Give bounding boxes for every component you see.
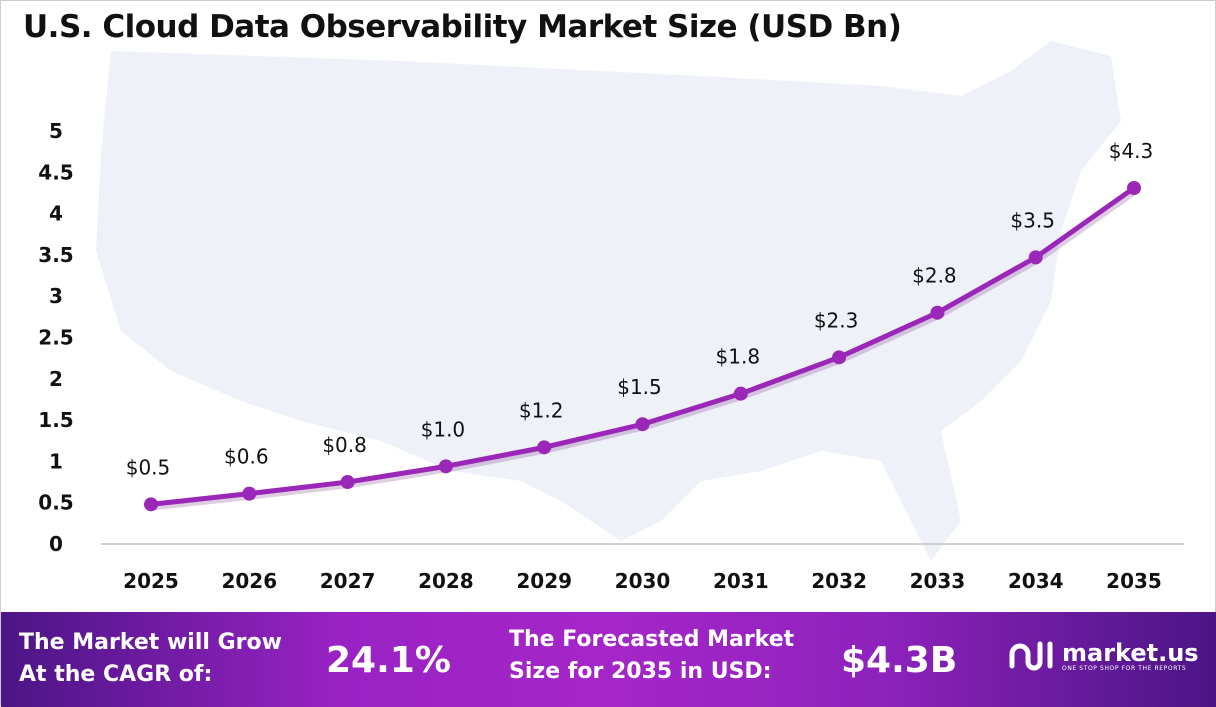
y-tick-label: 1 bbox=[49, 449, 63, 473]
x-tick-label: 2033 bbox=[910, 569, 966, 593]
y-tick-label: 2 bbox=[49, 367, 63, 391]
data-label: $0.8 bbox=[322, 433, 367, 457]
x-tick-label: 2030 bbox=[615, 569, 671, 593]
y-tick-label: 2.5 bbox=[38, 326, 73, 350]
data-point bbox=[1028, 250, 1043, 265]
y-tick-label: 5 bbox=[49, 119, 63, 143]
x-tick-label: 2026 bbox=[221, 569, 277, 593]
footer-banner: The Market will Grow At the CAGR of: 24.… bbox=[1, 612, 1216, 707]
data-point bbox=[733, 386, 748, 401]
y-tick-label: 4 bbox=[49, 202, 63, 226]
data-label: $1.2 bbox=[519, 398, 564, 422]
y-tick-label: 3 bbox=[49, 284, 63, 308]
x-tick-label: 2027 bbox=[320, 569, 376, 593]
data-point bbox=[832, 350, 847, 365]
data-point bbox=[242, 486, 257, 501]
cagr-value: 24.1% bbox=[326, 640, 451, 681]
y-tick-label: 0 bbox=[49, 532, 63, 556]
chart-title: U.S. Cloud Data Observability Market Siz… bbox=[23, 9, 902, 45]
data-point bbox=[635, 417, 650, 432]
line-chart: 0 0.5 1 1.5 2 2.5 3 3.5 4 4.5 5 2025 2026 2027 2028 20… bbox=[38, 41, 1184, 593]
x-tick-label: 2028 bbox=[418, 569, 474, 593]
x-tick-label: 2032 bbox=[811, 569, 867, 593]
data-point bbox=[438, 459, 453, 474]
logo-tagline: ONE STOP SHOP FOR THE REPORTS bbox=[1062, 664, 1187, 672]
data-label: $2.3 bbox=[814, 308, 859, 332]
logo-icon bbox=[1009, 641, 1053, 671]
data-point bbox=[144, 497, 158, 512]
data-point bbox=[930, 305, 945, 320]
data-label: $2.8 bbox=[912, 264, 957, 288]
data-label: $1.8 bbox=[716, 345, 761, 369]
data-label: $4.3 bbox=[1109, 139, 1154, 163]
data-point bbox=[1127, 180, 1141, 195]
y-tick-label: 4.5 bbox=[38, 160, 73, 184]
x-tick-label: 2029 bbox=[516, 569, 572, 593]
x-tick-label: 2031 bbox=[713, 569, 769, 593]
market-us-logo: market.us ONE STOP SHOP FOR THE REPORTS bbox=[1006, 636, 1199, 676]
x-tick-label: 2035 bbox=[1106, 569, 1162, 593]
x-tick-label: 2034 bbox=[1008, 569, 1064, 593]
data-point bbox=[340, 475, 355, 490]
data-label: $3.5 bbox=[1010, 208, 1055, 232]
data-label: $0.5 bbox=[126, 455, 171, 479]
logo-name: market.us bbox=[1062, 638, 1199, 667]
data-label: $0.6 bbox=[224, 445, 269, 469]
y-tick-label: 0.5 bbox=[38, 491, 73, 515]
x-tick-label: 2025 bbox=[123, 569, 179, 593]
forecast-value: $4.3B bbox=[841, 640, 958, 681]
data-label: $1.5 bbox=[617, 375, 662, 399]
data-label: $1.0 bbox=[421, 417, 466, 441]
cagr-label: The Market will Grow At the CAGR of: bbox=[19, 630, 282, 687]
data-point bbox=[537, 440, 552, 455]
us-map-silhouette bbox=[96, 41, 1121, 561]
forecast-label: The Forecasted Market Size for 2035 in U… bbox=[509, 627, 795, 684]
y-tick-label: 3.5 bbox=[38, 243, 73, 267]
y-tick-label: 1.5 bbox=[38, 408, 73, 432]
